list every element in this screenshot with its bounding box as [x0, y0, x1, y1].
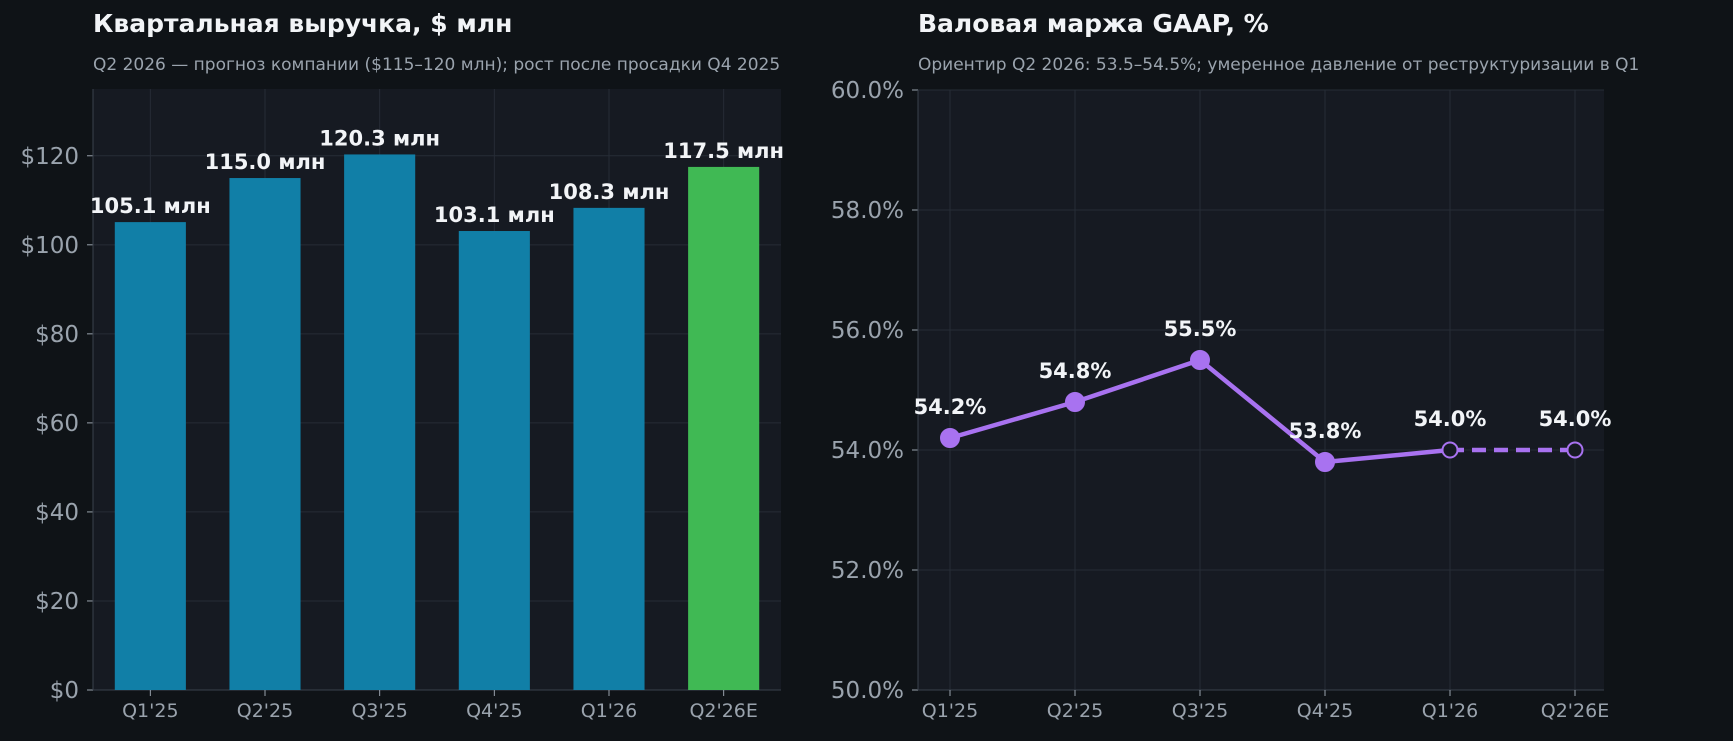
- revenue-bar: [229, 178, 301, 690]
- revenue-bar: [114, 222, 186, 691]
- x-tick-label: Q4'25: [466, 700, 522, 722]
- revenue-chart-title: Квартальная выручка, $ млн: [93, 9, 513, 38]
- x-tick-label: Q1'25: [122, 700, 178, 722]
- bar-data-label: 117.5 млн: [663, 139, 784, 163]
- y-tick-label: 54.0%: [831, 438, 904, 464]
- bar-data-label: 120.3 млн: [319, 126, 440, 150]
- x-tick-label: Q1'25: [922, 700, 978, 722]
- y-tick-label: $100: [20, 233, 79, 259]
- revenue-chart-subtitle: Q2 2026 — прогноз компании ($115–120 млн…: [93, 55, 781, 75]
- bar-data-label: 115.0 млн: [205, 150, 326, 174]
- revenue-bar: [573, 207, 645, 690]
- y-tick-label: $20: [35, 589, 79, 615]
- y-tick-label: $80: [35, 322, 79, 348]
- x-tick-label: Q1'26: [1422, 700, 1478, 722]
- x-tick-label: Q2'26E: [689, 700, 757, 722]
- x-tick-label: Q2'25: [237, 700, 293, 722]
- bar-data-label: 105.1 млн: [90, 194, 211, 218]
- margin-point: [1190, 350, 1210, 370]
- point-data-label: 55.5%: [1164, 317, 1237, 341]
- margin-point: [1065, 392, 1085, 412]
- margin-point: [940, 428, 960, 448]
- y-tick-label: 56.0%: [831, 318, 904, 344]
- point-data-label: 54.0%: [1414, 407, 1487, 431]
- y-tick-label: $40: [35, 500, 79, 526]
- x-tick-label: Q2'25: [1047, 700, 1103, 722]
- y-tick-label: $60: [35, 411, 79, 437]
- x-tick-label: Q2'26E: [1541, 700, 1609, 722]
- y-tick-label: $120: [20, 144, 79, 170]
- revenue-bar: [688, 166, 760, 690]
- x-tick-label: Q4'25: [1297, 700, 1353, 722]
- margin-chart-subtitle: Ориентир Q2 2026: 53.5–54.5%; умеренное …: [918, 55, 1640, 75]
- y-tick-label: 50.0%: [831, 678, 904, 704]
- x-tick-label: Q3'25: [1172, 700, 1228, 722]
- plot-area: [918, 90, 1604, 690]
- revenue-bar-chart: $0 $20 $40 $60 $80 $100 $120 105.1 млн Q1'25 115.…: [20, 89, 784, 722]
- revenue-bar: [344, 154, 416, 691]
- revenue-bar: [458, 231, 530, 690]
- x-tick-label: Q3'25: [351, 700, 407, 722]
- point-data-label: 53.8%: [1289, 419, 1362, 443]
- point-data-label: 54.8%: [1039, 359, 1112, 383]
- margin-point: [1566, 441, 1584, 459]
- y-tick-label: 60.0%: [831, 78, 904, 104]
- margin-point: [1315, 452, 1335, 472]
- margin-point: [1441, 441, 1459, 459]
- x-tick-label: Q1'26: [581, 700, 637, 722]
- bar-data-label: 103.1 млн: [434, 203, 555, 227]
- y-tick-label: $0: [50, 678, 79, 704]
- plot-area: [93, 89, 781, 690]
- y-tick-label: 52.0%: [831, 558, 904, 584]
- y-tick-label: 58.0%: [831, 198, 904, 224]
- margin-chart-title: Валовая маржа GAAP, %: [918, 9, 1269, 38]
- point-data-label: 54.0%: [1539, 407, 1612, 431]
- point-data-label: 54.2%: [914, 395, 987, 419]
- bar-data-label: 108.3 млн: [549, 180, 670, 204]
